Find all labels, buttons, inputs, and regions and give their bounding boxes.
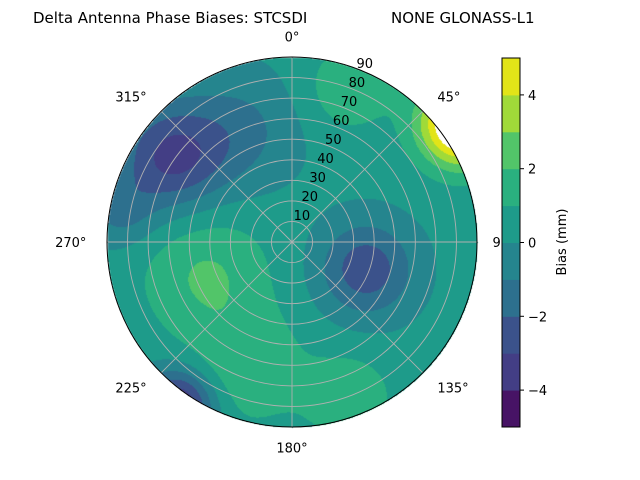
theta-tick-label: 135°	[437, 381, 468, 396]
r-tick-label: 50	[325, 133, 342, 148]
r-tick-label: 90	[357, 57, 374, 72]
r-tick-label: 60	[333, 114, 350, 129]
colorbar-tick-label: 4	[528, 89, 536, 104]
theta-tick-label: 270°	[55, 236, 86, 251]
theta-tick-label: 45°	[437, 91, 460, 106]
colorbar-band	[502, 242, 520, 280]
colorbar-band	[502, 279, 520, 317]
theta-tick-label: 180°	[276, 442, 307, 457]
colorbar-tick-label: −4	[528, 384, 547, 399]
colorbar-band	[502, 316, 520, 354]
theta-gridline	[160, 241, 293, 374]
polar-spine	[106, 56, 478, 428]
r-tick-label: 10	[294, 209, 311, 224]
theta-tick-labels: 0° 45° 90 135° 180° 225° 270° 315°	[55, 30, 509, 456]
r-tick-label: 80	[349, 76, 366, 91]
colorbar-band	[502, 353, 520, 391]
chart-title-left: Delta Antenna Phase Biases: STCSDI	[33, 9, 307, 27]
colorbar-band	[502, 58, 520, 96]
colorbar-label: Bias (mm)	[555, 209, 570, 276]
colorbar-band	[502, 205, 520, 243]
colorbar-tick-label: 0	[528, 237, 536, 252]
theta-gridline	[160, 110, 293, 243]
chart-title-right: NONE GLONASS-L1	[391, 9, 535, 27]
colorbar-band	[502, 94, 520, 133]
colorbar-band	[502, 168, 520, 207]
colorbar-tick-label: −2	[528, 310, 547, 325]
colorbar: −4 −2 0 2 4	[501, 57, 547, 428]
r-tick-label: 30	[309, 171, 326, 186]
r-tick-label: 20	[301, 190, 318, 205]
theta-gridline	[291, 110, 424, 243]
theta-tick-label: 225°	[115, 381, 146, 396]
r-tick-label: 70	[341, 95, 358, 110]
colorbar-band	[502, 390, 520, 428]
polar-grid	[106, 56, 478, 428]
r-tick-labels: 10 20 30 40 50 60 70 80 90	[294, 57, 373, 224]
r-tick-label: 40	[317, 152, 334, 167]
theta-gridline	[291, 241, 424, 374]
colorbar-band	[502, 131, 520, 170]
theta-tick-label: 315°	[115, 91, 146, 106]
theta-tick-label: 0°	[285, 30, 300, 45]
colorbar-tick-label: 2	[528, 163, 536, 178]
